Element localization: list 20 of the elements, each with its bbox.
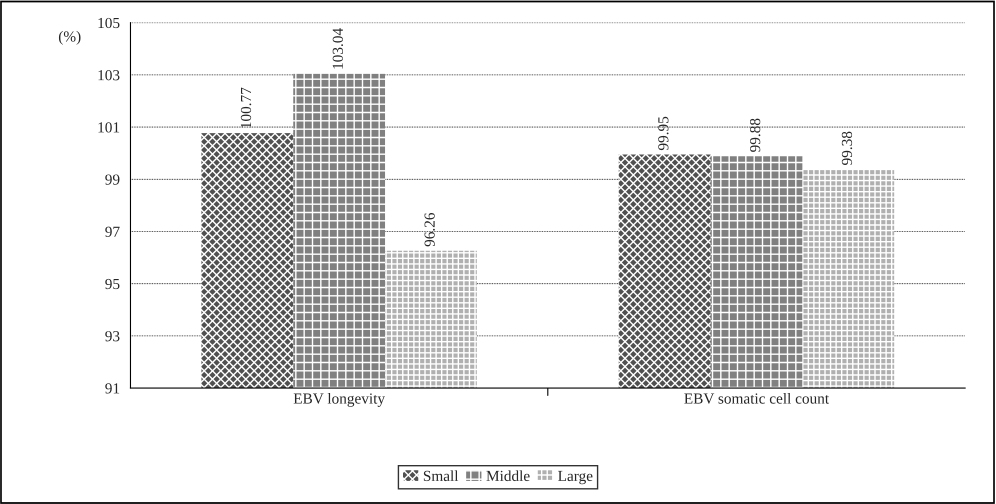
legend-label: Large — [558, 470, 592, 484]
y-tick-label: 97 — [105, 226, 120, 237]
data-label: 96.26 — [424, 212, 435, 246]
data-label: 99.95 — [658, 116, 669, 150]
y-tick-label: 99 — [105, 174, 120, 185]
legend-label: Middle — [486, 470, 530, 482]
y-tick-label: 95 — [105, 278, 120, 290]
data-label: 103.04 — [332, 28, 344, 69]
y-tick-label: 103 — [98, 70, 120, 80]
y-axis-title: (%) — [58, 30, 80, 45]
y-tick-label: 105 — [98, 18, 120, 28]
data-label: 99.38 — [842, 132, 852, 165]
x-tick-label: EBV somatic cell count — [684, 392, 829, 404]
legend-label: Small — [424, 470, 458, 482]
x-tick-label: EBV longevity — [294, 392, 385, 407]
y-tick-label: 93 — [105, 331, 120, 342]
y-tick-label: 101 — [98, 122, 120, 133]
y-tick-label: 91 — [105, 383, 120, 394]
data-label: 99.88 — [750, 118, 760, 152]
data-label: 100.77 — [240, 88, 252, 128]
